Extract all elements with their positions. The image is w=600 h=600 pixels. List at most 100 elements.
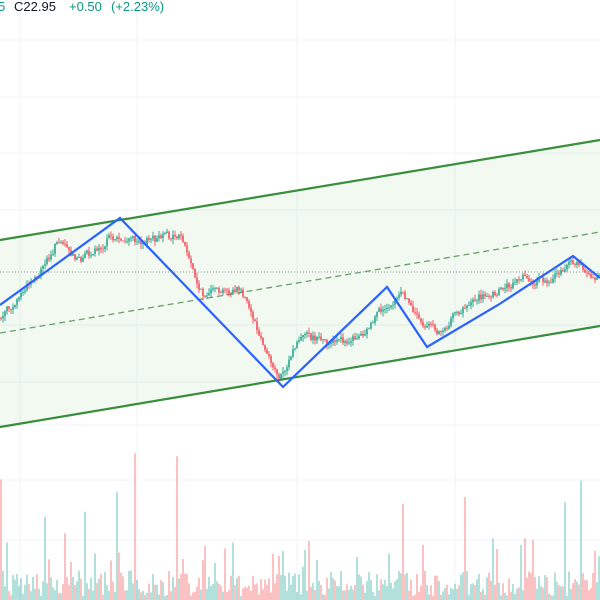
volume-bar [492,538,494,600]
candle-body [410,302,412,306]
volume-bar [284,575,286,600]
volume-bar [134,453,136,600]
candle-body [498,289,500,296]
volume-bar [582,573,584,600]
candle-body [118,237,120,239]
volume-bar [232,542,234,600]
candle-body [180,234,182,236]
candle-body [126,241,128,243]
candle-body [348,342,350,344]
candle-body [454,312,456,314]
candle-body [424,326,426,328]
volume-bar [38,588,40,600]
candle-body [404,292,406,299]
volume-bar [444,588,446,600]
volume-bar [404,574,406,600]
candle-body [24,290,26,293]
candle-body [566,265,568,270]
candle-body [546,280,548,284]
volume-bar [174,587,176,600]
volume-bar [530,573,532,600]
volume-bar [6,542,8,600]
volume-bar [182,558,184,600]
volume-bar [500,595,502,600]
volume-bar [158,594,160,600]
volume-bar [418,592,420,600]
volume-bar [330,571,332,600]
candle-body [392,304,394,306]
candle-body [576,261,578,266]
volume-bar [368,572,370,600]
volume-bar [304,549,306,600]
volume-bar [396,579,398,600]
volume-bar [138,588,140,600]
volume-bar [226,591,228,600]
volume-bar [200,589,202,600]
candle-body [470,302,472,306]
candle-body [68,247,70,251]
volume-bar [334,580,336,600]
volume-bar [192,592,194,600]
candle-body [42,265,44,269]
volume-bar [136,579,138,600]
candle-body [408,298,410,303]
candle-body [250,307,252,313]
volume-bar [56,579,58,600]
volume-bar [62,584,64,600]
volume-bar [374,595,376,600]
candle-body [142,242,144,245]
volume-bar [230,575,232,600]
candle-body [478,294,480,301]
channel-mid [0,231,600,334]
volume-bar [130,570,132,600]
volume-bar [34,588,36,600]
volume-bar [148,583,150,600]
volume-bar [336,585,338,600]
volume-bar [280,575,282,600]
candle-body [482,294,484,300]
candle-body [16,299,18,305]
candle-body [574,264,576,266]
volume-bar [410,579,412,600]
volume-bar [436,575,438,600]
volume-bar [116,492,118,600]
volume-bar [320,584,322,600]
candle-body [292,349,294,357]
volume-bar [258,594,260,600]
candle-body [262,338,264,346]
candle-body [564,269,566,272]
volume-bar [168,571,170,600]
header-close-label: C22.95 [14,0,56,14]
volume-bar [522,590,524,600]
volume [0,453,600,600]
candle-body [190,258,192,264]
candle-body [558,273,560,275]
candle-body [282,371,284,374]
candle-body [242,289,244,297]
volume-bar [340,571,342,600]
volume-bar [538,576,540,600]
volume-bar [20,578,22,600]
candle-body [296,341,298,349]
candle-body [472,299,474,303]
candle-body [186,245,188,253]
candle-body [370,322,372,329]
candle-body [374,316,376,323]
candle-body [428,323,430,326]
volume-bar [224,548,226,600]
channel-lower [0,324,600,429]
candle-body [270,356,272,364]
candle-body [380,308,382,312]
candle-body [586,272,588,274]
candle-body [322,338,324,340]
volume-bar [184,573,186,600]
volume-bar [570,588,572,600]
volume-bar [270,592,272,600]
candle-body [304,333,306,336]
candle-body [562,270,564,272]
candle-body [268,353,270,357]
candle-body [6,306,8,312]
volume-bar [82,595,84,600]
candle-body [434,324,436,330]
